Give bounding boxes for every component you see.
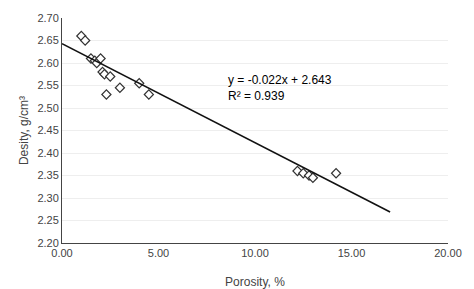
svg-text:2.55: 2.55 bbox=[37, 79, 58, 91]
svg-text:2.50: 2.50 bbox=[37, 102, 58, 114]
svg-text:10.00: 10.00 bbox=[241, 247, 269, 259]
svg-text:0.00: 0.00 bbox=[51, 247, 72, 259]
svg-text:15.00: 15.00 bbox=[338, 247, 366, 259]
svg-text:2.20: 2.20 bbox=[37, 237, 58, 249]
svg-text:Desity, g/cm³: Desity, g/cm³ bbox=[17, 96, 31, 165]
svg-text:20.00: 20.00 bbox=[434, 247, 462, 259]
svg-text:2.45: 2.45 bbox=[37, 124, 58, 136]
svg-text:2.35: 2.35 bbox=[37, 169, 58, 181]
svg-text:Porosity, %: Porosity, % bbox=[225, 275, 285, 289]
svg-text:2.65: 2.65 bbox=[37, 34, 58, 46]
svg-text:2.60: 2.60 bbox=[37, 57, 58, 69]
svg-text:5.00: 5.00 bbox=[148, 247, 169, 259]
svg-text:y = -0.022x + 2.643R² = 0.939: y = -0.022x + 2.643R² = 0.939 bbox=[228, 73, 332, 103]
svg-text:2.70: 2.70 bbox=[37, 12, 58, 24]
svg-text:2.30: 2.30 bbox=[37, 192, 58, 204]
svg-text:2.40: 2.40 bbox=[37, 147, 58, 159]
svg-text:2.25: 2.25 bbox=[37, 214, 58, 226]
